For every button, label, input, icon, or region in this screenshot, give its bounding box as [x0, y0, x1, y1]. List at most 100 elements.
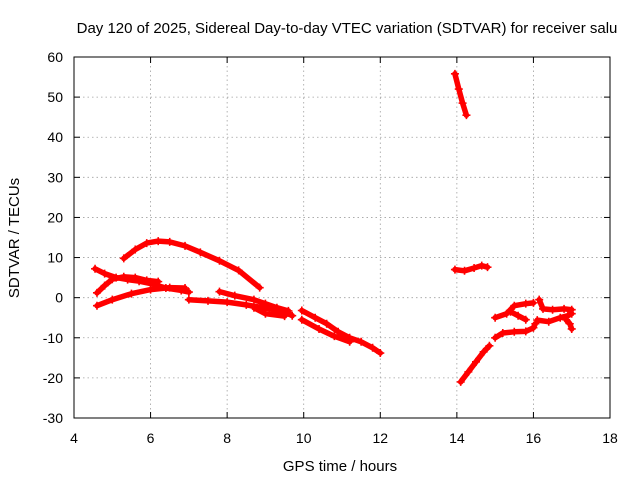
data-point-marker	[498, 328, 507, 337]
x-tick-label: 12	[372, 430, 388, 446]
data-point-marker	[249, 295, 258, 304]
data-point-marker	[249, 303, 258, 312]
data-point-marker	[142, 276, 151, 285]
data-point-marker	[357, 337, 366, 346]
y-tick-label: 20	[47, 209, 63, 225]
y-tick-label: 40	[47, 129, 63, 145]
data-point-marker	[477, 261, 486, 270]
data-point-marker	[196, 248, 205, 257]
data-point-marker	[458, 99, 467, 108]
plot-frame	[73, 56, 611, 419]
series-arc-3	[92, 272, 163, 297]
data-point-marker	[535, 295, 544, 304]
data-point-marker	[560, 304, 569, 313]
y-tick-label: 30	[47, 169, 63, 185]
series-trace	[299, 307, 384, 356]
y-tick-label: 10	[47, 250, 63, 266]
data-point-marker	[510, 327, 519, 336]
data-point-marker	[510, 301, 519, 310]
data-point-marker	[460, 266, 469, 275]
y-tick-label: 50	[47, 89, 63, 105]
data-point-marker	[100, 269, 109, 278]
data-point-marker	[230, 291, 239, 300]
y-tick-label: -10	[43, 330, 63, 346]
x-tick-label: 4	[70, 430, 78, 446]
y-tick-label: -30	[43, 410, 63, 426]
data-point-marker	[181, 241, 190, 250]
series-trace	[452, 71, 470, 118]
y-tick-label: -20	[43, 370, 63, 386]
data-point-marker	[288, 311, 297, 320]
data-point-marker	[91, 264, 100, 273]
data-point-marker	[165, 283, 174, 292]
data-point-marker	[456, 377, 465, 386]
y-axis-title: SDTVAR / TECUs	[6, 178, 23, 298]
data-point-marker	[521, 327, 530, 336]
data-point-marker	[108, 295, 117, 304]
data-point-marker	[376, 349, 385, 358]
y-tick-label: 60	[47, 49, 63, 65]
series-arc-13	[491, 319, 540, 342]
data-point-marker	[483, 263, 492, 272]
series-arc-7	[249, 303, 289, 321]
data-point-marker	[464, 367, 473, 376]
data-point-marker	[315, 324, 324, 333]
data-point-marker	[223, 298, 232, 307]
data-point-marker	[92, 301, 101, 310]
data-point-marker	[297, 315, 306, 324]
data-series	[91, 69, 576, 386]
data-point-marker	[556, 313, 565, 322]
data-point-marker	[529, 298, 538, 307]
grid-lines	[74, 57, 610, 418]
x-tick-label: 8	[223, 430, 231, 446]
data-point-marker	[297, 306, 306, 315]
data-point-marker	[92, 288, 101, 297]
data-point-marker	[450, 69, 459, 78]
data-point-marker	[154, 237, 163, 246]
data-point-marker	[234, 266, 243, 275]
series-arc-6	[215, 287, 293, 315]
data-point-marker	[544, 317, 553, 326]
data-point-marker	[165, 237, 174, 246]
data-point-marker	[521, 299, 530, 308]
data-point-marker	[261, 299, 270, 308]
data-point-marker	[119, 254, 128, 263]
series-arc-11	[450, 261, 492, 275]
data-point-marker	[514, 311, 523, 320]
data-point-marker	[255, 283, 264, 292]
data-point-marker	[567, 324, 576, 333]
series-trace	[121, 238, 263, 291]
x-tick-label: 14	[449, 430, 465, 446]
data-point-marker	[345, 337, 354, 346]
data-point-marker	[284, 306, 293, 315]
series-arc-10	[450, 69, 471, 120]
data-point-marker	[330, 332, 339, 341]
data-point-marker	[565, 319, 574, 328]
data-point-marker	[154, 277, 163, 286]
data-point-marker	[184, 295, 193, 304]
data-point-marker	[567, 309, 576, 318]
data-point-marker	[215, 256, 224, 265]
data-point-marker	[131, 273, 140, 282]
data-point-marker	[539, 304, 547, 313]
data-point-marker	[529, 323, 538, 332]
series-arc-14	[491, 298, 538, 322]
data-point-marker	[521, 315, 530, 324]
series-arc-4	[92, 283, 190, 310]
data-point-marker	[485, 341, 494, 350]
data-point-marker	[311, 313, 320, 322]
data-point-marker	[472, 357, 480, 366]
x-tick-label: 16	[526, 430, 542, 446]
data-point-marker	[462, 111, 471, 120]
data-point-marker	[142, 239, 151, 248]
data-point-marker	[548, 305, 557, 314]
data-point-marker	[204, 296, 212, 305]
series-arc-1	[119, 237, 264, 292]
y-tick-label: 0	[55, 290, 63, 306]
data-point-marker	[100, 281, 109, 290]
data-point-marker	[181, 284, 190, 293]
data-point-marker	[368, 343, 377, 352]
data-point-marker	[146, 285, 155, 294]
data-point-marker	[242, 300, 251, 309]
